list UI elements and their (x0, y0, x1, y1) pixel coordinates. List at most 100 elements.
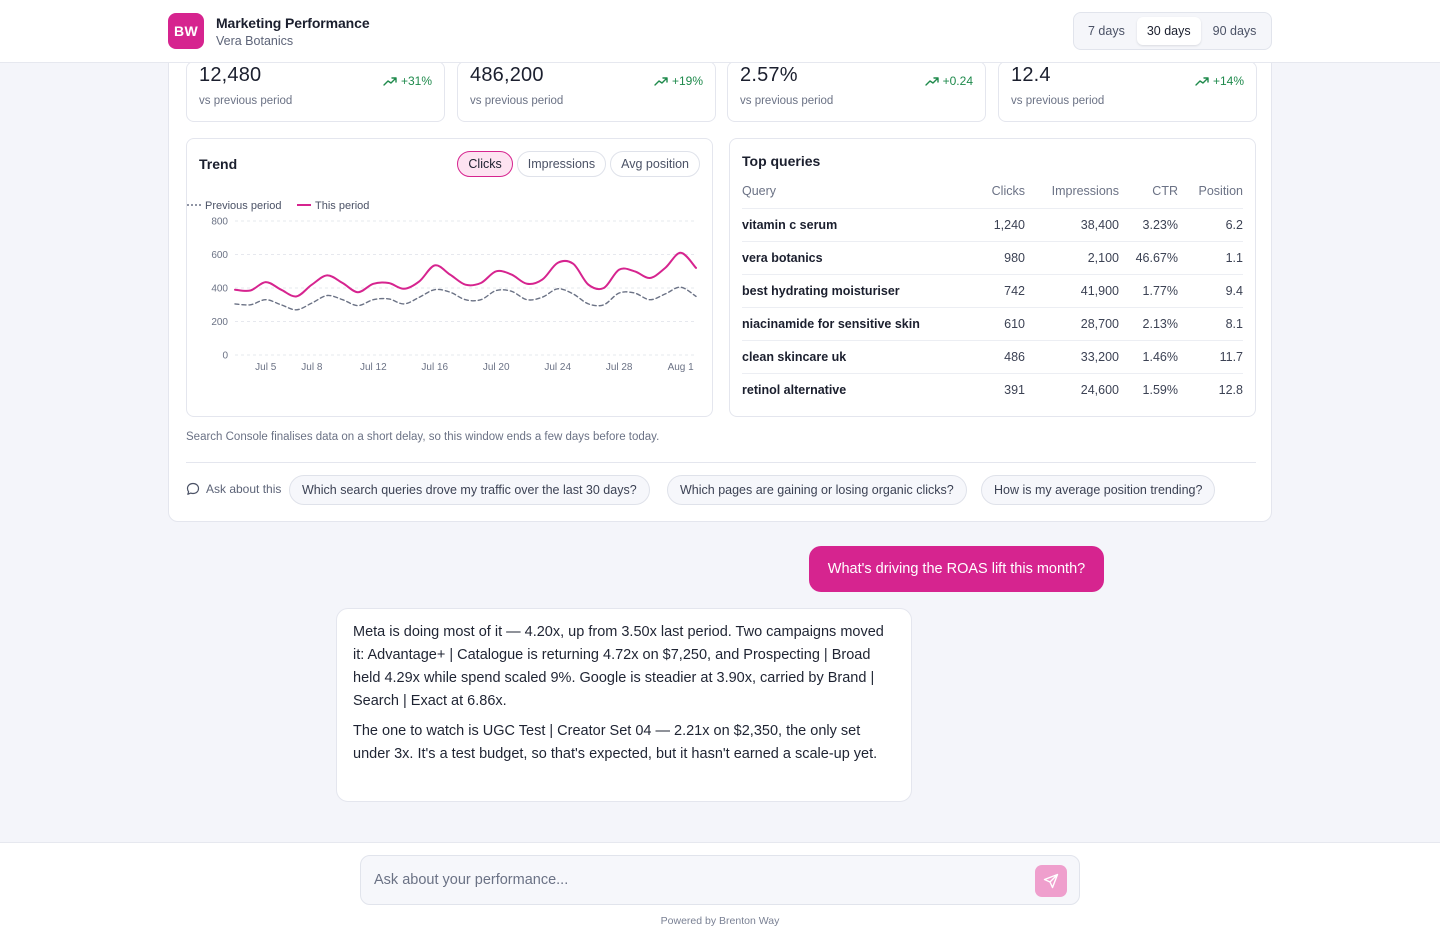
suggestion-chip[interactable]: How is my average position trending? (981, 475, 1216, 505)
kpi-card-ctr: 2.57% +0.24 vs previous period (727, 61, 986, 122)
metric-tabs: Clicks Impressions Avg position (457, 151, 700, 177)
x-tick-label: Jul 28 (606, 362, 633, 373)
top-queries-card: Top queries Query Clicks Impressions CTR… (729, 138, 1256, 417)
query-ctr: 3.23% (1119, 208, 1178, 242)
trend-up-icon (383, 77, 397, 86)
date-range-selector: 7 days 30 days 90 days (1073, 12, 1272, 50)
legend-current-label: This period (315, 200, 369, 212)
query-position: 12.8 (1218, 382, 1243, 397)
kpi-delta: +19% (654, 74, 703, 88)
query-position: 1.1 (1178, 241, 1243, 275)
kpi-value: 486,200 (470, 64, 544, 86)
kpi-delta: +14% (1195, 74, 1244, 88)
query-ctr: 2.13% (1119, 307, 1178, 341)
x-tick-label: Jul 12 (360, 362, 387, 373)
kpi-delta-text: +14% (1212, 74, 1244, 88)
y-tick-label: 600 (211, 250, 228, 261)
query-clicks: 486 (957, 340, 1025, 374)
range-30-days-button[interactable]: 30 days (1136, 17, 1201, 45)
data-delay-footnote: Search Console finalises data on a short… (186, 431, 660, 443)
table-row: vera botanics 980 2,100 46.67% 1.1 (742, 241, 1243, 275)
table-header-row: Query Clicks Impressions CTR Position (742, 175, 1243, 209)
assistant-paragraph: Meta is doing most of it — 4.20x, up fro… (353, 624, 884, 709)
page-title: Marketing Performance (216, 15, 370, 31)
query-name: vera botanics (742, 241, 957, 275)
table-row: niacinamide for sensitive skin 610 28,70… (742, 307, 1243, 341)
assistant-paragraph: The one to watch is UGC Test | Creator S… (353, 723, 878, 762)
kpi-delta-text: +31% (400, 74, 432, 88)
query-impressions: 38,400 (1025, 208, 1119, 242)
query-impressions: 33,200 (1025, 340, 1119, 374)
x-tick-label: Jul 16 (421, 362, 448, 373)
this-period-line (234, 251, 697, 298)
query-impressions: 41,900 (1025, 274, 1119, 308)
app-header: BW Marketing Performance Vera Botanics 7… (0, 0, 1440, 63)
legend-previous-label: Previous period (205, 200, 281, 212)
send-icon (1043, 873, 1059, 889)
query-position: 6.2 (1178, 208, 1243, 242)
table-row: retinol alternative 391 24,600 1.59% 12.… (742, 373, 1243, 406)
query-clicks: 1,240 (957, 208, 1025, 242)
query-clicks: 980 (957, 241, 1025, 275)
query-name: clean skincare uk (742, 340, 957, 374)
kpi-card-clicks: 12,480 +31% vs previous period (186, 61, 445, 122)
query-position: 9.4 (1178, 274, 1243, 308)
query-position: 8.1 (1178, 307, 1243, 341)
chat-composer: Powered by Brenton Way (0, 842, 1440, 940)
query-clicks: 610 (957, 307, 1025, 341)
trend-up-icon (654, 77, 668, 86)
table-row: clean skincare uk 486 33,200 1.46% 11.7 (742, 340, 1243, 374)
user-message: What's driving the ROAS lift this month? (809, 546, 1104, 592)
x-tick-label: Jul 24 (544, 362, 571, 373)
assistant-message: Meta is doing most of it — 4.20x, up fro… (336, 608, 912, 802)
query-ctr: 1.46% (1119, 340, 1178, 374)
y-tick-label: 400 (211, 284, 228, 295)
brand-logo: BW (168, 13, 204, 49)
query-ctr: 1.77% (1119, 274, 1178, 308)
trend-card: Trend Clicks Impressions Avg position 0 2… (186, 138, 713, 417)
y-tick-label: 200 (211, 317, 228, 328)
kpi-card-impressions: 486,200 +19% vs previous period (457, 61, 716, 122)
column-header-query: Query (742, 175, 957, 209)
kpi-subtitle: vs previous period (740, 95, 834, 107)
tab-impressions[interactable]: Impressions (516, 151, 607, 177)
suggestion-chip[interactable]: Which search queries drove my traffic ov… (289, 475, 650, 505)
x-tick-label: Aug 1 (668, 362, 695, 373)
client-name: Vera Botanics (216, 34, 294, 48)
tab-clicks[interactable]: Clicks (457, 151, 513, 177)
y-tick-label: 800 (211, 217, 228, 228)
kpi-delta: +0.24 (924, 74, 973, 88)
suggestion-chip[interactable]: Which pages are gaining or losing organi… (667, 475, 967, 505)
range-7-days-button[interactable]: 7 days (1088, 24, 1125, 38)
previous-period-line (234, 286, 697, 311)
trend-title: Trend (199, 156, 238, 172)
kpi-delta: +31% (383, 74, 432, 88)
kpi-delta-text: +19% (671, 74, 703, 88)
queries-title: Top queries (742, 153, 821, 169)
dashboard-panel: 12,480 +31% vs previous period 486,200 +… (168, 40, 1272, 522)
kpi-value: 2.57% (740, 64, 798, 86)
trend-up-icon (1195, 77, 1209, 86)
powered-by: Powered by Brenton Way (660, 915, 780, 927)
column-header-impressions: Impressions (1025, 175, 1119, 209)
query-impressions: 2,100 (1025, 241, 1119, 275)
kpi-subtitle: vs previous period (470, 95, 564, 107)
divider (186, 462, 1256, 463)
x-tick-label: Jul 8 (301, 362, 323, 373)
x-tick-label: Jul 5 (255, 362, 277, 373)
kpi-subtitle: vs previous period (1011, 95, 1105, 107)
kpi-value: 12.4 (1011, 64, 1051, 86)
column-header-position: Position (1178, 175, 1243, 209)
send-button[interactable] (1035, 865, 1067, 897)
kpi-value: 12,480 (199, 64, 262, 86)
column-header-clicks: Clicks (957, 175, 1025, 209)
query-position: 11.7 (1178, 340, 1243, 374)
tab-avg-position[interactable]: Avg position (610, 151, 700, 177)
query-impressions: 28,700 (1025, 307, 1119, 341)
query-name: retinol alternative (742, 382, 847, 397)
kpi-subtitle: vs previous period (199, 95, 293, 107)
range-90-days-button[interactable]: 90 days (1212, 24, 1257, 38)
query-ctr: 1.59% (1142, 382, 1178, 397)
kpi-card-position: 12.4 +14% vs previous period (998, 61, 1257, 122)
chat-input[interactable] (360, 855, 1080, 905)
